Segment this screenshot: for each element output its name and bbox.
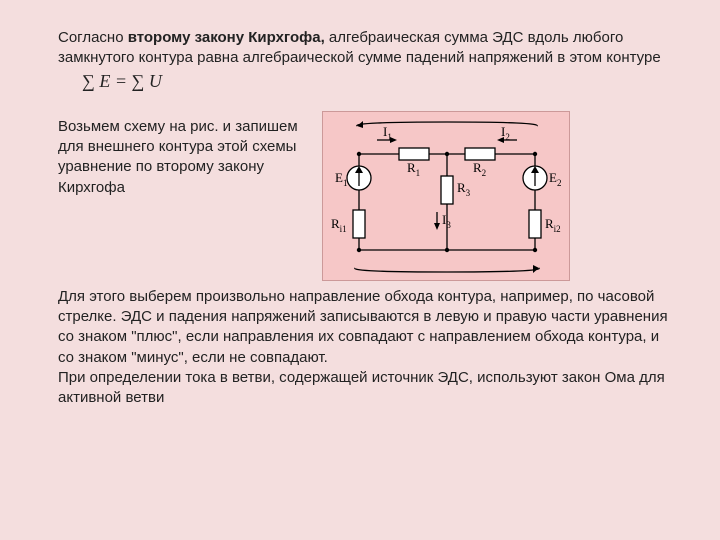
resistor-ri2 <box>529 210 541 238</box>
resistor-ri1 <box>353 210 365 238</box>
resistor-r2 <box>465 148 495 160</box>
label-ri2: Ri2 <box>545 216 561 234</box>
formula-rhs: ∑ U <box>131 71 161 91</box>
paragraph-ohm-active: При определении тока в ветви, содержащей… <box>58 368 672 409</box>
slide: Согласно второму закону Кирхгофа, алгебр… <box>0 0 720 540</box>
formula-eq: = <box>110 71 131 91</box>
formula-lhs: ∑ E <box>82 71 110 91</box>
circuit-diagram: I1 I2 I3 R1 R2 R3 E1 E2 Ri1 Ri2 <box>322 111 570 281</box>
label-r2: R2 <box>473 160 486 178</box>
p1-bold: второму закону Кирхгофа, <box>128 29 325 46</box>
paragraph-kirchhoff-law: Согласно второму закону Кирхгофа, алгебр… <box>58 28 672 93</box>
label-e1: E1 <box>335 170 347 188</box>
resistor-r3 <box>441 176 453 204</box>
label-r3: R3 <box>457 180 471 198</box>
label-e2: E2 <box>549 170 561 188</box>
label-i1: I1 <box>383 124 392 142</box>
paragraph-direction: Для этого выберем произвольно направлени… <box>58 287 672 368</box>
p1-pre: Согласно <box>58 29 128 46</box>
resistor-r1 <box>399 148 429 160</box>
label-ri1: Ri1 <box>331 216 347 234</box>
i3-head <box>434 223 440 230</box>
formula-sumE-eq-sumU: ∑ E = ∑ U <box>82 69 162 93</box>
paragraph-take-scheme: Возьмем схему на рис. и запишем для внеш… <box>58 111 298 198</box>
loop-arc-bottom <box>355 268 539 272</box>
circuit-svg: I1 I2 I3 R1 R2 R3 E1 E2 Ri1 Ri2 <box>329 118 565 276</box>
row-with-diagram: Возьмем схему на рис. и запишем для внеш… <box>58 111 672 281</box>
label-r1: R1 <box>407 160 420 178</box>
